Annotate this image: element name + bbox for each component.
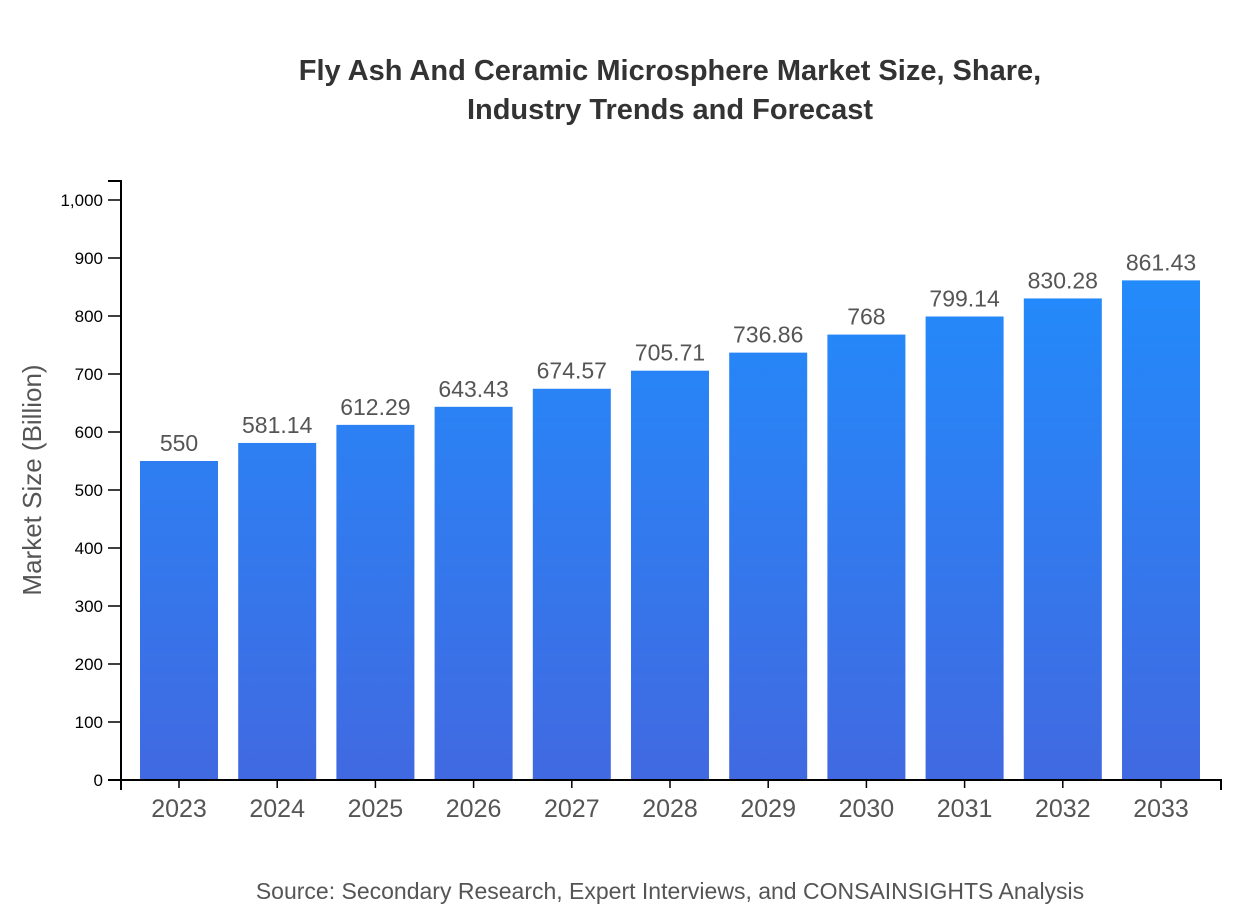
y-axis: [108, 180, 122, 781]
bar-2028: [631, 370, 709, 780]
y-tick-label: 900: [75, 249, 103, 268]
bar-2029: [729, 352, 808, 780]
x-tick-label-2032: 2032: [1035, 795, 1091, 823]
y-tick-label: 1,000: [60, 191, 103, 210]
bar-2023: [140, 461, 218, 780]
bar-2030: [827, 334, 906, 780]
y-tick-label: 800: [75, 307, 103, 326]
x-tick-label-2030: 2030: [839, 795, 895, 823]
y-tick-label: 300: [75, 597, 103, 616]
y-tick-label: 0: [94, 771, 103, 790]
data-label-2033: 861.43: [1126, 249, 1196, 275]
data-label-2030: 768: [847, 304, 885, 330]
bar-2033: [1122, 280, 1200, 780]
data-label-2029: 736.86: [733, 322, 803, 348]
bar-2024: [238, 442, 317, 780]
y-axis-label: Market Size (Billion): [17, 364, 47, 595]
x-tick-label-2033: 2033: [1133, 795, 1189, 823]
x-tick-label-2025: 2025: [348, 795, 404, 823]
x-tick-label-2024: 2024: [249, 795, 305, 823]
title-line-1: Fly Ash And Ceramic Microsphere Market S…: [298, 55, 1042, 87]
x-tick-label-2031: 2031: [937, 795, 993, 823]
x-tick-label-2029: 2029: [740, 795, 796, 823]
y-tick-label: 400: [75, 539, 103, 558]
x-tick-label-2027: 2027: [544, 795, 600, 823]
data-label-2026: 643.43: [438, 376, 508, 402]
data-label-2031: 799.14: [929, 285, 1000, 311]
y-tick-label: 200: [75, 655, 103, 674]
data-label-2024: 581.14: [242, 412, 313, 438]
bar-2025: [336, 424, 415, 780]
data-label-2027: 674.57: [537, 358, 607, 384]
bar-2031: [925, 316, 1004, 780]
bar-2027: [532, 388, 611, 780]
data-label-2023: 550: [160, 430, 198, 456]
y-tick-label: 600: [75, 423, 103, 442]
chart-title: Fly Ash And Ceramic Microsphere Market S…: [0, 52, 1260, 130]
data-label-2025: 612.29: [340, 394, 410, 420]
data-label-2032: 830.28: [1028, 267, 1098, 293]
x-tick-label-2023: 2023: [151, 795, 207, 823]
data-label-2028: 705.71: [635, 340, 705, 366]
y-tick-label: 500: [75, 481, 103, 500]
x-tick-label-2026: 2026: [446, 795, 502, 823]
y-tick-label: 700: [75, 365, 103, 384]
x-tick-label-2028: 2028: [642, 795, 698, 823]
title-line-2: Industry Trends and Forecast: [466, 94, 874, 126]
bar-2032: [1023, 298, 1102, 780]
y-tick-label: 100: [75, 713, 103, 732]
x-axis: [120, 779, 1222, 790]
bar-2026: [434, 406, 513, 780]
source-note: Source: Secondary Research, Expert Inter…: [255, 878, 1085, 904]
